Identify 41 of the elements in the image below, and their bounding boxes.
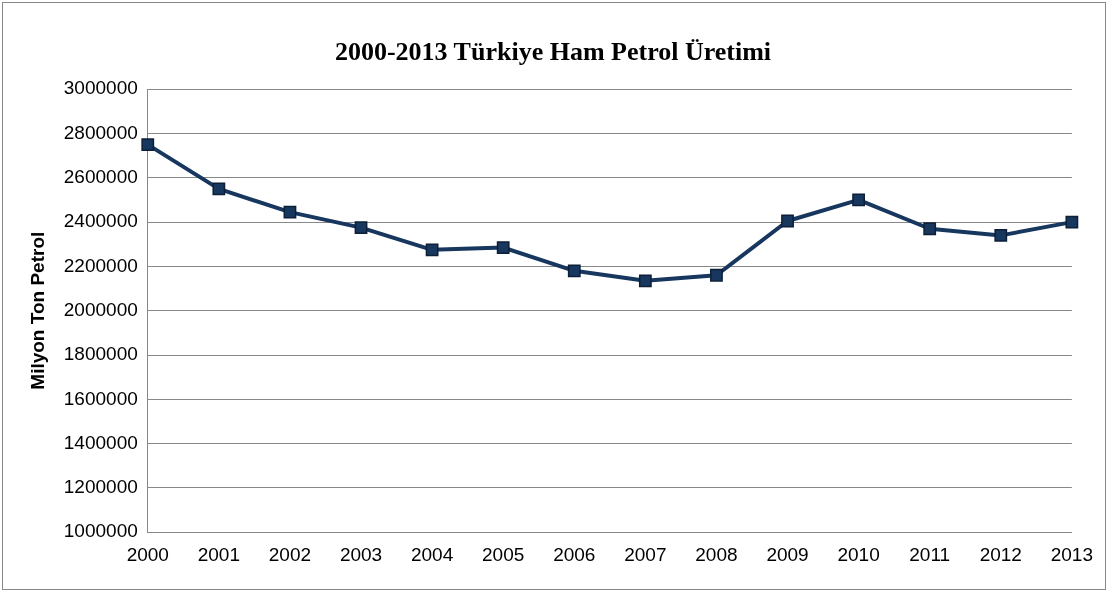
x-tick-label: 2012 bbox=[979, 543, 1022, 565]
y-tick-label: 2200000 bbox=[63, 254, 138, 276]
x-tick-label: 2010 bbox=[837, 543, 880, 565]
x-tick-label: 2011 bbox=[909, 543, 951, 565]
point bbox=[638, 274, 652, 288]
point bbox=[425, 243, 439, 257]
point bbox=[354, 221, 368, 235]
x-tick-label: 2009 bbox=[766, 543, 809, 565]
point bbox=[710, 268, 723, 282]
point bbox=[212, 182, 226, 196]
point bbox=[567, 264, 581, 278]
y-tick-label: 2400000 bbox=[63, 210, 138, 232]
y-tick-label: 1400000 bbox=[63, 431, 138, 453]
x-tick-label: 2000 bbox=[126, 543, 169, 565]
x-tick-label: 2003 bbox=[339, 543, 383, 565]
point bbox=[781, 214, 794, 228]
point bbox=[923, 222, 937, 236]
x-tick-label: 2004 bbox=[410, 543, 454, 565]
x-tick-label: 2007 bbox=[624, 543, 667, 565]
point bbox=[141, 138, 155, 151]
x-tick-label: 2008 bbox=[695, 543, 738, 565]
y-tick-label: 2600000 bbox=[63, 166, 138, 188]
y-tick-label: 2000000 bbox=[63, 298, 138, 320]
chart-title: 2000-2013 Türkiye Ham Petrol Üretimi bbox=[334, 37, 772, 67]
x-tick-label: 2002 bbox=[268, 543, 312, 565]
y-tick-label: 1200000 bbox=[63, 476, 138, 498]
y-axis-title: Milyon Ton Petrol bbox=[26, 231, 48, 390]
point bbox=[283, 205, 297, 219]
x-tick-label: 2013 bbox=[1050, 543, 1094, 565]
x-tick-label: 2001 bbox=[197, 543, 240, 565]
x-tick-label: 2006 bbox=[553, 543, 596, 565]
y-tick-label: 1000000 bbox=[63, 520, 138, 542]
x-tick-label: 2005 bbox=[482, 543, 525, 565]
point bbox=[994, 228, 1008, 242]
y-tick-label: 2800000 bbox=[63, 121, 138, 143]
point bbox=[1065, 215, 1079, 229]
point bbox=[852, 193, 866, 207]
point bbox=[496, 241, 510, 254]
y-tick-label: 1800000 bbox=[63, 343, 138, 365]
y-tick-label: 1600000 bbox=[63, 387, 138, 409]
y-tick-label: 3000000 bbox=[63, 77, 138, 99]
